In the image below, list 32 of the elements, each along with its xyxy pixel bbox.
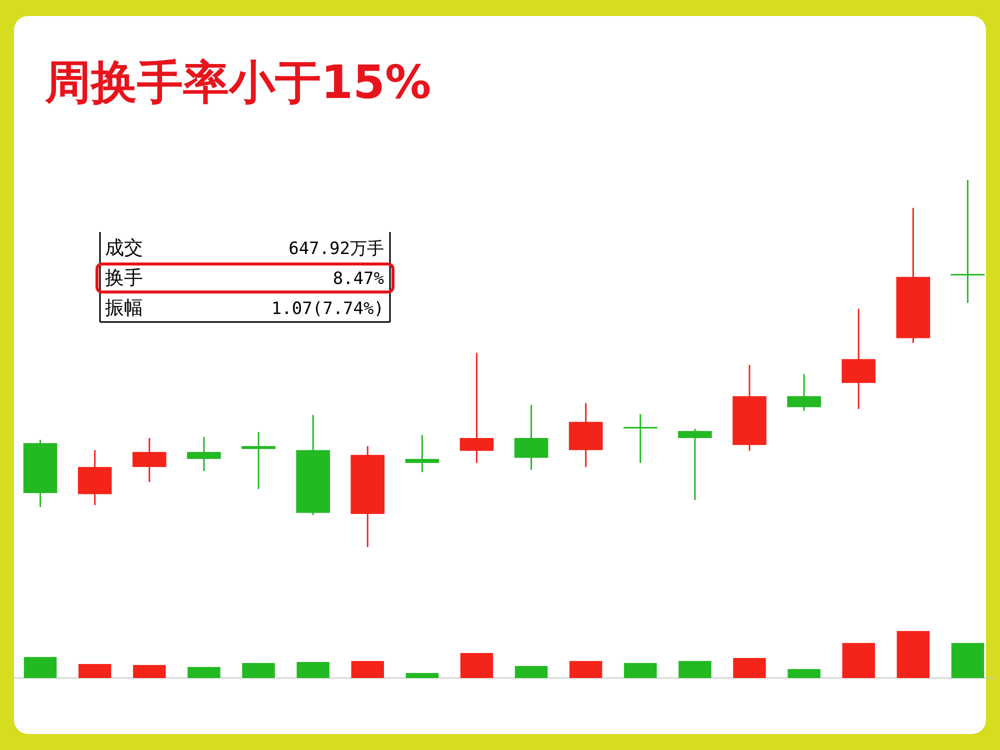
bar [188,667,220,678]
annotation: 647.92万手 [288,239,384,259]
bar [733,658,766,678]
bar [569,660,602,678]
annotation: 8.47% [332,269,384,289]
candlestick [460,352,494,464]
chart-title: 周换手率小于15% [44,55,432,109]
candlestick [242,431,276,490]
bar [242,663,275,678]
bar [951,642,984,678]
annotation: 1.07(7.74%) [271,299,384,319]
bar [296,662,330,678]
annotation: 换手 [105,267,143,289]
bar [78,664,112,678]
candlestick [678,428,712,501]
bar [842,642,875,678]
annotation: 成交 [105,237,143,259]
bar [624,663,657,678]
bar [460,652,494,678]
bar [133,664,166,678]
annotation: 振幅 [105,297,143,319]
bar [351,660,384,678]
bar [678,660,712,678]
candlestick [623,413,658,464]
candlestick [950,179,985,304]
bar [514,666,548,678]
candlestick [405,434,440,473]
bar [24,656,57,678]
candlestick [187,436,221,472]
bar [788,669,820,678]
bar [896,631,930,678]
bar [406,673,439,678]
